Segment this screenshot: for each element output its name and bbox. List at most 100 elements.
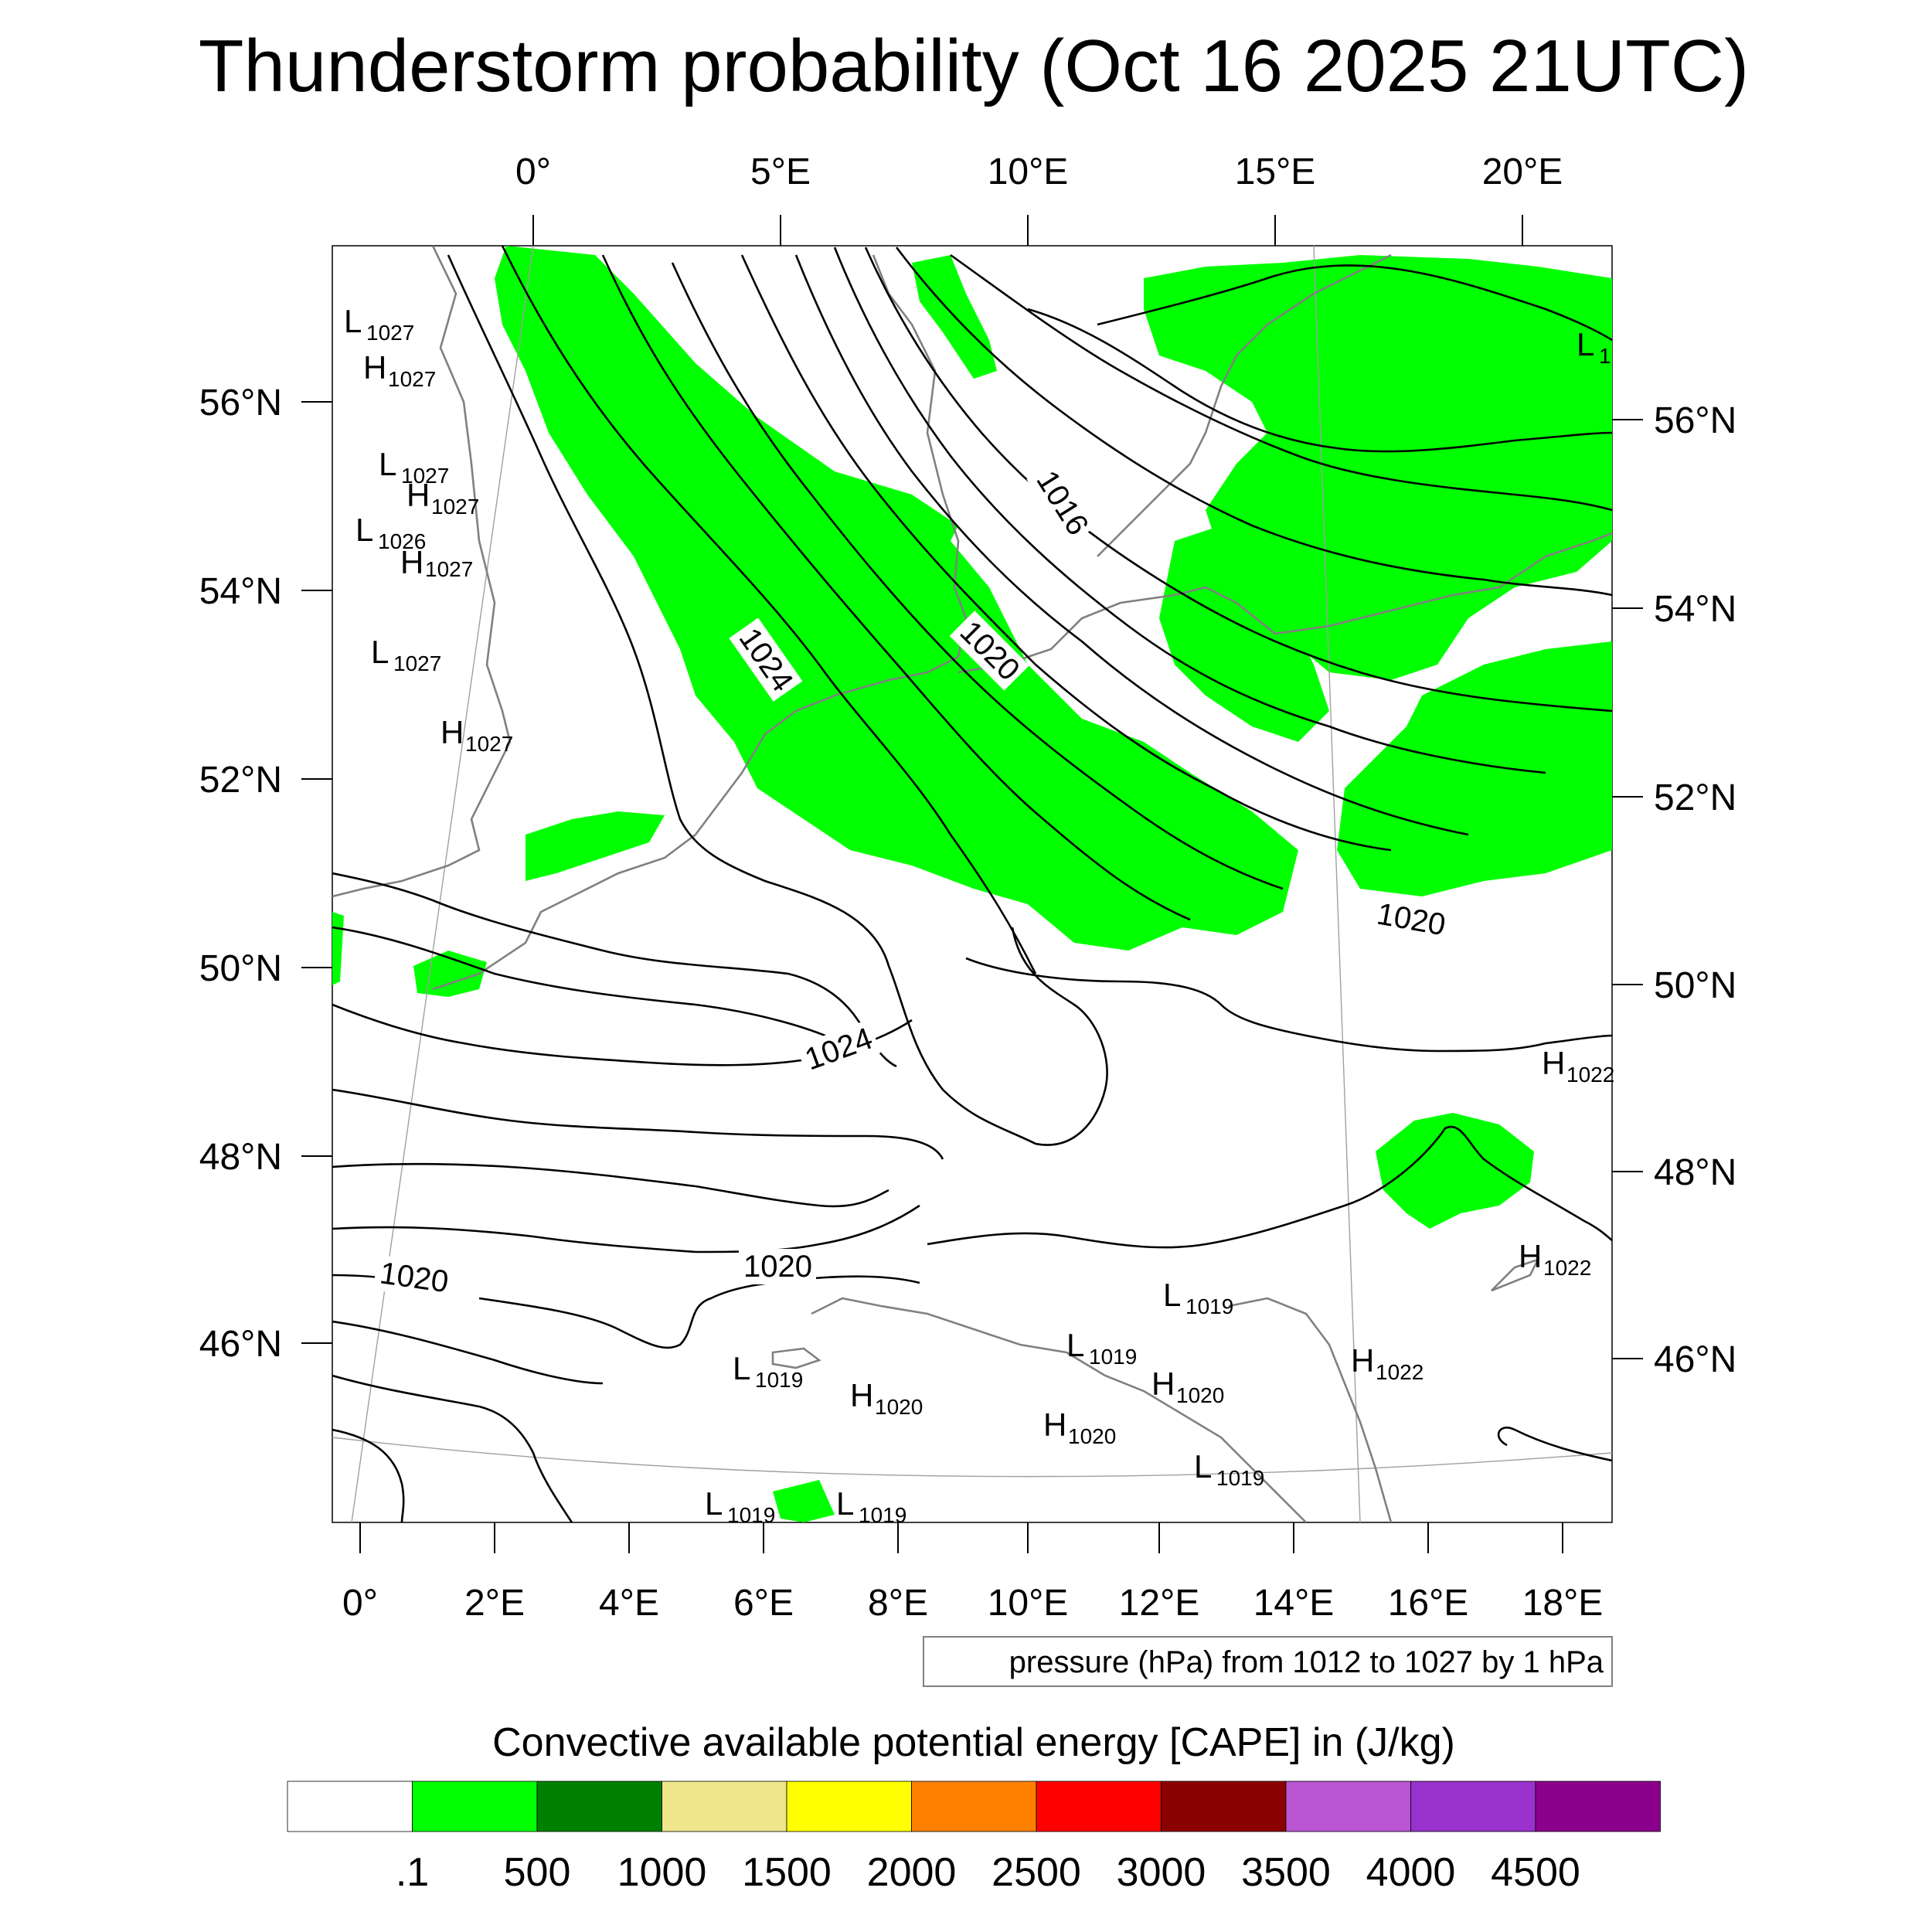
left-axis-label: 52°N	[199, 760, 282, 801]
bottom-axis-label: 6°E	[733, 1583, 794, 1624]
coast-med-north	[811, 1297, 1307, 1522]
isobar-12	[447, 254, 1108, 1146]
isobar-9	[950, 253, 1612, 512]
coast-sweden	[1097, 253, 1392, 557]
svg-text:1019: 1019	[859, 1503, 906, 1527]
right-axis-label: 50°N	[1654, 965, 1736, 1006]
isobar-22	[927, 1125, 1612, 1249]
isobar-8	[895, 247, 1612, 597]
svg-text:1020: 1020	[875, 1395, 923, 1419]
colorbar-label: 4000	[1366, 1850, 1456, 1895]
svg-text:L: L	[836, 1485, 854, 1522]
bottom-axis-label: 8°E	[868, 1583, 928, 1624]
pressure-center: L 1019	[1066, 1327, 1137, 1369]
colorbar-label: 1500	[742, 1850, 832, 1895]
svg-text:1027: 1027	[465, 732, 513, 756]
contour-label: 1020	[739, 1249, 816, 1284]
pressure-center: H 1027	[363, 349, 436, 391]
cape-english-channel	[526, 811, 665, 881]
svg-text:1022: 1022	[1376, 1360, 1423, 1384]
coast-med-south	[771, 1347, 821, 1369]
svg-text:L: L	[1066, 1327, 1084, 1363]
colorbar-box	[786, 1781, 912, 1832]
left-axis-labels: 56°N 54°N 52°N 50°N 48°N 46°N	[199, 383, 282, 1365]
svg-text:H: H	[440, 714, 464, 750]
svg-text:H: H	[406, 477, 430, 513]
colorbar-label: 3000	[1117, 1850, 1206, 1895]
svg-text:1020: 1020	[1068, 1424, 1116, 1448]
left-axis-label: 50°N	[199, 948, 282, 989]
svg-text:1019: 1019	[755, 1368, 803, 1392]
svg-text:H: H	[400, 544, 423, 580]
contour-info-text: pressure (hPa) from 1012 to 1027 by 1 hP…	[1009, 1645, 1604, 1679]
svg-text:H: H	[1519, 1238, 1542, 1274]
top-axis-label: 10°E	[988, 151, 1069, 192]
pressure-center: H 1022	[1542, 1045, 1614, 1087]
svg-text:H: H	[850, 1377, 873, 1413]
coastlines	[332, 246, 1612, 1522]
svg-text:1022: 1022	[1543, 1256, 1591, 1280]
left-axis-label: 54°N	[199, 571, 282, 612]
right-axis-label: 54°N	[1654, 589, 1736, 630]
colorbar-label: 2500	[992, 1850, 1081, 1895]
top-axis-label: 15°E	[1235, 151, 1316, 192]
isobar-14	[332, 926, 843, 1045]
svg-text:1027: 1027	[401, 464, 449, 488]
right-axis-label: 48°N	[1654, 1152, 1736, 1193]
right-axis-label: 46°N	[1654, 1339, 1736, 1380]
cape-west-edge	[332, 912, 344, 985]
isobar-24	[332, 1374, 573, 1522]
left-axis-label: 56°N	[199, 383, 282, 423]
meridian-15e	[1313, 246, 1361, 1522]
isobar-13	[332, 872, 897, 1068]
isobar-16	[332, 1088, 944, 1160]
right-axis-label: 52°N	[1654, 777, 1736, 818]
svg-text:H: H	[1542, 1045, 1565, 1081]
meridian-0	[351, 246, 534, 1522]
colorbar-box	[1535, 1781, 1661, 1832]
coast-adriatic	[1228, 1297, 1393, 1522]
isobar-1	[501, 246, 1037, 975]
left-axis-label: 46°N	[199, 1324, 282, 1365]
bottom-axis-label: 2°E	[464, 1583, 525, 1624]
pressure-center: L 1027	[371, 634, 441, 675]
cape-baltic-south	[1159, 526, 1329, 742]
pressure-center: L 1019	[1163, 1277, 1233, 1318]
pressure-center: H 1027	[400, 544, 473, 581]
isobar-25	[332, 1428, 405, 1522]
svg-text:1027: 1027	[431, 495, 479, 519]
isobar-11	[1097, 264, 1612, 342]
isobar-20	[478, 1275, 920, 1349]
isobar-21	[332, 1320, 604, 1385]
pressure-center: H 1027	[440, 714, 513, 756]
svg-text:L: L	[705, 1485, 723, 1522]
svg-text:L: L	[344, 303, 362, 339]
coast-hungary	[1491, 1257, 1540, 1292]
pressure-center: L 1027	[379, 446, 449, 488]
colorbar-box	[1410, 1781, 1536, 1832]
svg-text:1020: 1020	[1176, 1383, 1224, 1407]
bottom-axis-label: 4°E	[599, 1583, 659, 1624]
colorbar-box	[412, 1781, 538, 1832]
svg-text:H: H	[363, 349, 386, 386]
svg-text:1026: 1026	[378, 529, 426, 553]
pressure-center: H 1020	[850, 1377, 923, 1419]
isobar-26	[1497, 1427, 1612, 1462]
pressure-center: L 1019	[733, 1350, 803, 1392]
coast-continent	[432, 254, 968, 991]
svg-text:1019: 1019	[1089, 1345, 1137, 1369]
colorbar-box	[287, 1781, 413, 1832]
contour-label: 1020	[372, 1254, 455, 1301]
top-axis-label: 5°E	[750, 151, 811, 192]
svg-text:L: L	[1194, 1448, 1212, 1485]
colorbar-label: 2000	[867, 1850, 957, 1895]
svg-text:1027: 1027	[366, 321, 414, 345]
bottom-axis-label: 0°	[342, 1583, 378, 1624]
colorbar-title: Convective available potential energy [C…	[492, 1720, 1455, 1765]
axis-ticks	[301, 215, 1643, 1553]
bottom-axis-label: 12°E	[1119, 1583, 1200, 1624]
coast-britain	[332, 246, 512, 898]
svg-text:1020: 1020	[743, 1250, 812, 1284]
